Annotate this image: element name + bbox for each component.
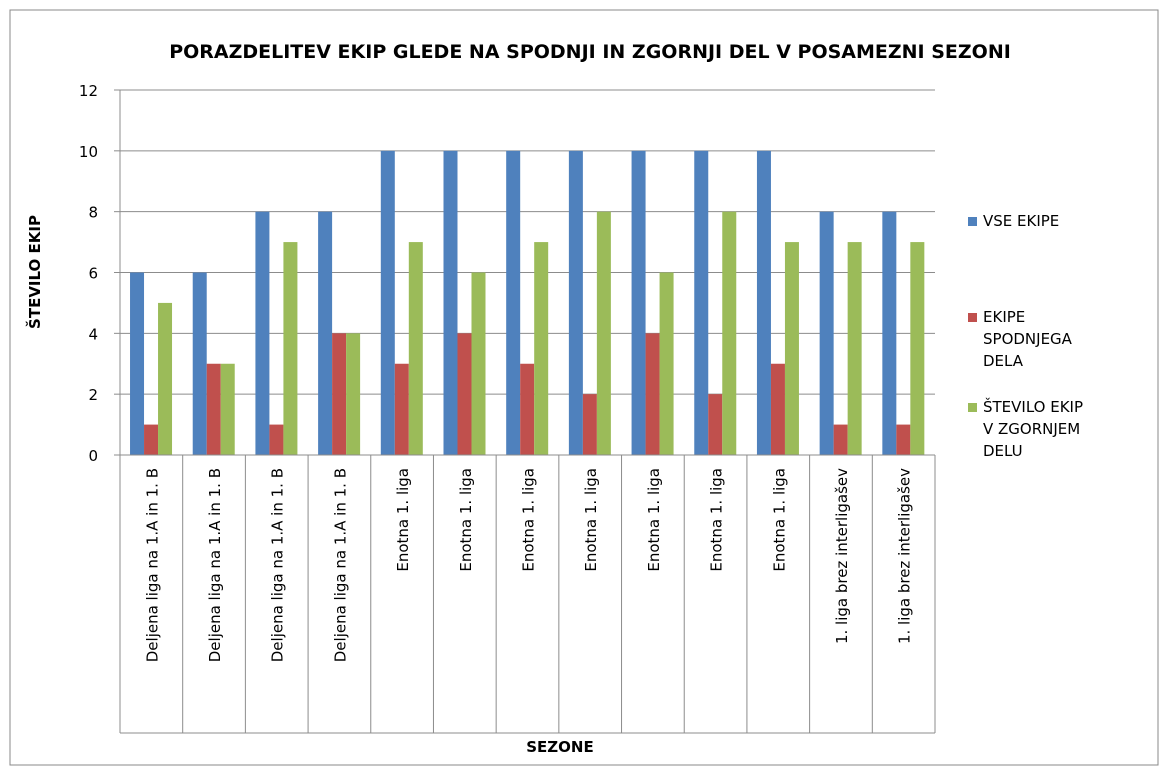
bar — [596, 211, 611, 455]
legend-swatch — [968, 217, 977, 226]
bar — [770, 363, 785, 455]
x-tick-label: Enotna 1. liga — [645, 468, 663, 572]
bar — [582, 394, 597, 455]
bar — [158, 302, 173, 455]
bar — [192, 272, 207, 455]
bar — [332, 333, 347, 455]
bar — [910, 242, 925, 455]
chart-border — [9, 9, 1159, 766]
bar — [443, 150, 458, 456]
bar — [380, 150, 395, 456]
legend-label: EKIPE SPODNJEGA DELA — [983, 308, 1072, 370]
bar — [255, 211, 270, 455]
x-axis-title: SEZONE — [526, 738, 593, 756]
y-tick-label: 10 — [79, 143, 98, 161]
legend-item: EKIPE SPODNJEGA DELA — [968, 306, 1148, 372]
y-tick-label: 0 — [88, 447, 98, 465]
x-tick-label: Enotna 1. liga — [457, 468, 475, 572]
x-tick-label: 1. liga brez interligašev — [896, 468, 914, 644]
x-tick-label: Enotna 1. liga — [394, 468, 412, 572]
bar — [645, 333, 660, 455]
x-tick-label: Deljena liga na 1.A in 1. B — [206, 468, 224, 662]
bar — [220, 363, 235, 455]
y-axis-title: ŠTEVILO EKIP — [25, 215, 44, 329]
x-tick-label: Enotna 1. liga — [770, 468, 788, 572]
x-tick-label: Enotna 1. liga — [708, 468, 726, 572]
bar — [631, 150, 646, 456]
bar — [833, 424, 848, 455]
x-tick-label: Deljena liga na 1.A in 1. B — [331, 468, 349, 662]
bar — [708, 394, 723, 455]
y-tick-label: 2 — [88, 386, 98, 404]
legend-label: VSE EKIPE — [983, 212, 1060, 230]
bar — [283, 242, 298, 455]
bar — [394, 363, 409, 455]
bar — [568, 150, 583, 456]
bar — [659, 272, 674, 455]
x-tick-label: Enotna 1. liga — [520, 468, 538, 572]
bar — [408, 242, 423, 455]
x-tick-label: Deljena liga na 1.A in 1. B — [143, 468, 161, 662]
y-tick-label: 6 — [88, 265, 98, 283]
bar — [882, 211, 897, 455]
bar — [269, 424, 284, 455]
legend-item: VSE EKIPE — [968, 210, 1148, 232]
bar — [130, 272, 145, 455]
bar — [506, 150, 521, 456]
y-tick-label: 12 — [79, 82, 98, 100]
x-tick-label: Enotna 1. liga — [582, 468, 600, 572]
bar — [318, 211, 333, 455]
x-tick-label: Deljena liga na 1.A in 1. B — [269, 468, 287, 662]
y-tick-label: 4 — [88, 325, 98, 343]
bar — [722, 211, 737, 455]
bar — [896, 424, 911, 455]
chart-title: PORAZDELITEV EKIP GLEDE NA SPODNJI IN ZG… — [169, 41, 1011, 63]
legend-swatch — [968, 403, 977, 412]
bar — [847, 242, 862, 455]
y-tick-label: 8 — [88, 204, 98, 222]
legend-item: ŠTEVILO EKIP V ZGORNJEM DELU — [968, 396, 1148, 462]
bar — [534, 242, 549, 455]
bar — [346, 333, 361, 455]
legend-label: ŠTEVILO EKIP V ZGORNJEM DELU — [983, 398, 1084, 460]
bar — [471, 272, 486, 455]
bar — [756, 150, 771, 456]
bar — [819, 211, 834, 455]
bar — [520, 363, 535, 455]
bar — [694, 150, 709, 456]
bar — [457, 333, 472, 455]
x-tick-label: 1. liga brez interligašev — [833, 468, 851, 644]
bar — [206, 363, 221, 455]
bar — [144, 424, 159, 455]
bar — [784, 242, 799, 455]
legend-swatch — [968, 313, 977, 322]
